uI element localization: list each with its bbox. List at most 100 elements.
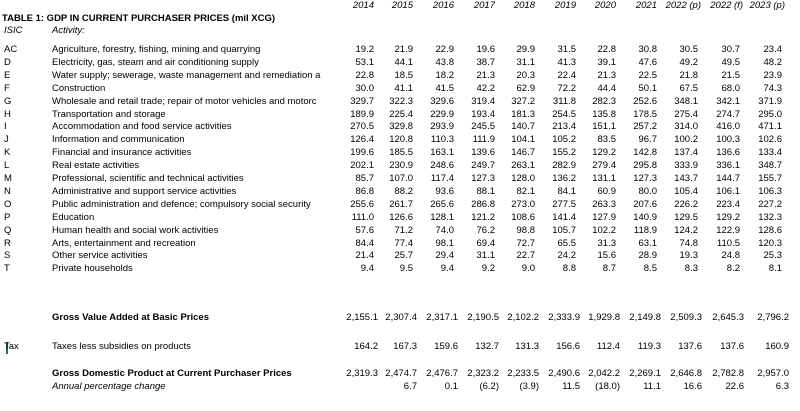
value-cell[interactable]: 96.7 — [638, 134, 658, 145]
tax-value[interactable]: 167.3 — [393, 341, 417, 352]
value-cell[interactable]: 84.4 — [355, 238, 375, 249]
value-cell[interactable]: 371.9 — [758, 96, 782, 107]
value-cell[interactable]: 295.8 — [633, 160, 657, 171]
value-cell[interactable]: 279.4 — [592, 160, 616, 171]
value-cell[interactable]: 41.5 — [435, 83, 455, 94]
value-cell[interactable]: 249.7 — [471, 160, 495, 171]
value-cell[interactable]: 416.0 — [716, 121, 740, 132]
value-cell[interactable]: 21.3 — [597, 70, 617, 81]
value-cell[interactable]: 189.9 — [350, 109, 374, 120]
value-cell[interactable]: 84.1 — [557, 186, 577, 197]
value-cell[interactable]: 327.2 — [511, 96, 535, 107]
value-cell[interactable]: 252.6 — [633, 96, 657, 107]
tax-value[interactable]: 137.6 — [678, 341, 702, 352]
value-cell[interactable]: 100.3 — [716, 134, 740, 145]
value-cell[interactable]: 273.0 — [511, 199, 535, 210]
value-cell[interactable]: 23.9 — [763, 70, 783, 81]
value-cell[interactable]: 42.2 — [476, 83, 496, 94]
value-cell[interactable]: 126.6 — [389, 212, 413, 223]
value-cell[interactable]: 127.3 — [633, 173, 657, 184]
value-cell[interactable]: 88.2 — [394, 186, 414, 197]
value-cell[interactable]: 163.1 — [430, 147, 454, 158]
value-cell[interactable]: 22.8 — [597, 44, 617, 55]
value-cell[interactable]: 93.6 — [435, 186, 455, 197]
value-cell[interactable]: 31.1 — [476, 250, 496, 261]
value-cell[interactable]: 8.2 — [726, 263, 740, 274]
value-cell[interactable]: 30.7 — [721, 44, 741, 55]
value-cell[interactable]: 22.8 — [355, 70, 375, 81]
value-cell[interactable]: 111.9 — [472, 134, 495, 145]
gdp-value[interactable]: 2,323.2 — [467, 368, 499, 379]
value-cell[interactable]: 41.1 — [394, 83, 414, 94]
value-cell[interactable]: 128.1 — [430, 212, 454, 223]
tax-value[interactable]: 119.3 — [637, 341, 661, 352]
value-cell[interactable]: 136.2 — [552, 173, 576, 184]
value-cell[interactable]: 107.0 — [389, 173, 413, 184]
gva-value[interactable]: 2,317.1 — [426, 312, 458, 323]
value-cell[interactable]: 226.2 — [674, 199, 698, 210]
apc-value[interactable]: 16.6 — [683, 381, 703, 392]
value-cell[interactable]: 127.9 — [592, 212, 616, 223]
value-cell[interactable]: 207.6 — [633, 199, 657, 210]
value-cell[interactable]: 270.5 — [350, 121, 374, 132]
gdp-value[interactable]: 2,319.3 — [346, 368, 378, 379]
value-cell[interactable]: 127.3 — [471, 173, 495, 184]
value-cell[interactable]: 293.9 — [430, 121, 454, 132]
value-cell[interactable]: 20.3 — [516, 70, 536, 81]
value-cell[interactable]: 43.8 — [435, 57, 455, 68]
value-cell[interactable]: 261.7 — [389, 199, 413, 210]
value-cell[interactable]: 9.5 — [399, 263, 413, 274]
value-cell[interactable]: 131.1 — [592, 173, 616, 184]
value-cell[interactable]: 348.7 — [758, 160, 782, 171]
value-cell[interactable]: 336.1 — [716, 160, 740, 171]
tax-value[interactable]: 164.2 — [354, 341, 378, 352]
value-cell[interactable]: 135.8 — [592, 109, 616, 120]
value-cell[interactable]: 230.9 — [389, 160, 413, 171]
gva-value[interactable]: 2,645.3 — [712, 312, 744, 323]
value-cell[interactable]: 44.1 — [394, 57, 414, 68]
value-cell[interactable]: 82.1 — [516, 186, 536, 197]
tax-value[interactable]: 112.4 — [596, 341, 620, 352]
value-cell[interactable]: 121.2 — [471, 212, 495, 223]
value-cell[interactable]: 24.2 — [557, 250, 577, 261]
value-cell[interactable]: 202.1 — [350, 160, 374, 171]
value-cell[interactable]: 8.8 — [562, 263, 576, 274]
value-cell[interactable]: 140.9 — [633, 212, 657, 223]
value-cell[interactable]: 105.7 — [552, 225, 576, 236]
value-cell[interactable]: 263.3 — [592, 199, 616, 210]
gdp-value[interactable]: 2,957.0 — [757, 368, 789, 379]
value-cell[interactable]: 85.7 — [355, 173, 375, 184]
value-cell[interactable]: 8.5 — [643, 263, 657, 274]
gva-value[interactable]: 2,102.2 — [507, 312, 539, 323]
apc-value[interactable]: (18.0) — [595, 381, 620, 392]
value-cell[interactable]: 199.6 — [350, 147, 374, 158]
value-cell[interactable]: 141.4 — [552, 212, 576, 223]
value-cell[interactable]: 71.2 — [394, 225, 414, 236]
gva-value[interactable]: 1,929.8 — [588, 312, 620, 323]
gva-value[interactable]: 2,796.2 — [757, 312, 789, 323]
value-cell[interactable]: 69.4 — [476, 238, 496, 249]
value-cell[interactable]: 41.3 — [557, 57, 577, 68]
value-cell[interactable]: 53.1 — [355, 57, 375, 68]
value-cell[interactable]: 282.9 — [552, 160, 576, 171]
gva-value[interactable]: 2,307.4 — [385, 312, 417, 323]
value-cell[interactable]: 30.5 — [679, 44, 699, 55]
gdp-value[interactable]: 2,646.8 — [670, 368, 702, 379]
value-cell[interactable]: 275.4 — [674, 109, 698, 120]
value-cell[interactable]: 140.7 — [511, 121, 535, 132]
value-cell[interactable]: 76.2 — [476, 225, 496, 236]
value-cell[interactable]: 471.1 — [758, 121, 782, 132]
value-cell[interactable]: 9.0 — [521, 263, 535, 274]
value-cell[interactable]: 136.6 — [716, 147, 740, 158]
value-cell[interactable]: 111.0 — [351, 212, 374, 223]
value-cell[interactable]: 48.2 — [763, 57, 783, 68]
value-cell[interactable]: 21.5 — [721, 70, 741, 81]
gdp-value[interactable]: 2,490.6 — [548, 368, 580, 379]
value-cell[interactable]: 19.3 — [679, 250, 699, 261]
value-cell[interactable]: 62.9 — [516, 83, 536, 94]
gva-value[interactable]: 2,509.3 — [670, 312, 702, 323]
value-cell[interactable]: 80.0 — [638, 186, 658, 197]
value-cell[interactable]: 98.1 — [435, 238, 455, 249]
value-cell[interactable]: 225.4 — [389, 109, 413, 120]
value-cell[interactable]: 245.5 — [471, 121, 495, 132]
